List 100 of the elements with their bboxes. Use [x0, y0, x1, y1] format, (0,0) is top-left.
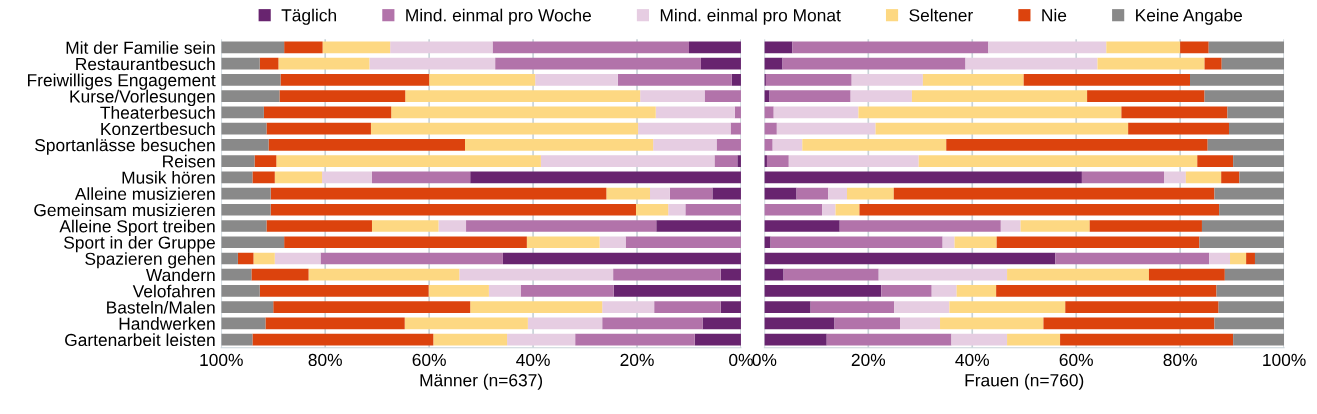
bar — [900, 317, 941, 330]
bar — [1128, 122, 1229, 135]
bar — [822, 203, 836, 216]
bar — [617, 74, 732, 86]
bar — [1060, 333, 1234, 346]
bar — [276, 155, 541, 167]
bar — [221, 301, 274, 314]
bar — [625, 236, 741, 249]
bar — [792, 41, 989, 54]
bar — [834, 317, 900, 330]
x-tick-label: 20% — [851, 353, 886, 367]
bar — [1230, 252, 1247, 265]
bar — [922, 74, 1024, 86]
bar — [702, 317, 741, 330]
bar — [599, 236, 626, 249]
bar — [764, 317, 835, 330]
bar — [654, 301, 721, 314]
bar — [764, 122, 777, 135]
bar — [783, 268, 879, 281]
bar — [221, 139, 269, 151]
bar — [881, 285, 932, 297]
bar — [996, 236, 1200, 249]
y-tick-label: Kurse/Vorlesungen — [70, 89, 215, 107]
bar — [470, 301, 603, 314]
bar — [390, 41, 493, 54]
bar — [526, 236, 600, 249]
bar — [465, 139, 654, 151]
bar — [770, 236, 943, 249]
bar — [788, 155, 919, 167]
bar — [527, 317, 603, 330]
bar — [656, 220, 741, 232]
bar — [1219, 203, 1285, 216]
bar — [1204, 90, 1285, 102]
bar — [405, 90, 641, 102]
bar — [764, 220, 840, 232]
y-tick-label: Velofahren — [132, 284, 215, 298]
bar — [878, 268, 1008, 281]
bar — [668, 203, 686, 216]
bar — [391, 106, 656, 119]
bar — [894, 301, 950, 314]
legend-label: Nie — [1042, 8, 1067, 22]
bar — [429, 74, 536, 86]
bar — [850, 90, 912, 102]
x-tick-label: 40% — [955, 353, 989, 367]
bar — [371, 171, 471, 184]
bar — [284, 41, 323, 54]
x-tick-label: 0% — [752, 353, 777, 367]
bar — [655, 106, 735, 119]
bar — [1197, 155, 1234, 167]
bar — [221, 122, 267, 135]
y-tick-label: Spazieren gehen — [85, 252, 215, 269]
x-tick-label: 100% — [1263, 353, 1306, 367]
bar — [764, 57, 783, 70]
bar — [764, 333, 827, 346]
bar — [575, 333, 695, 346]
y-tick-label: Basteln/Malen — [107, 300, 215, 314]
bar — [1106, 41, 1181, 54]
legend-label: Keine Angabe — [1136, 8, 1243, 25]
y-tick-label: Handwerken — [119, 317, 215, 330]
bar — [714, 155, 738, 167]
bar — [851, 74, 923, 86]
bar — [273, 301, 471, 314]
bar — [810, 301, 895, 314]
bar — [221, 252, 238, 265]
bar — [322, 171, 372, 184]
bar — [1180, 41, 1209, 54]
bar — [769, 90, 851, 102]
bar — [940, 317, 1044, 330]
bar — [1216, 285, 1285, 297]
bar — [308, 268, 460, 281]
bar — [764, 301, 811, 314]
bar — [371, 220, 439, 232]
bar — [1065, 301, 1219, 314]
bar — [221, 317, 266, 330]
bar — [221, 220, 267, 232]
bar — [259, 57, 279, 70]
bar — [685, 203, 741, 216]
bar — [221, 41, 285, 54]
y-tick-label: Alleine musizieren — [74, 187, 215, 201]
bar — [1201, 220, 1285, 232]
bar — [828, 187, 847, 200]
legend-label: Täglich — [281, 8, 337, 25]
y-tick-label: Gartenarbeit leisten — [65, 333, 215, 347]
bar — [640, 90, 705, 102]
bar — [254, 155, 277, 167]
bar — [773, 106, 859, 119]
bar — [606, 187, 651, 200]
x-tick-label: 0% — [729, 353, 753, 367]
bar — [1023, 74, 1191, 86]
bar — [1228, 122, 1285, 135]
bar — [766, 155, 789, 167]
y-tick-label: Wandern — [145, 268, 215, 282]
legend-label: Mind. einmal pro Woche — [406, 8, 591, 25]
bar — [1218, 301, 1285, 314]
bar — [602, 301, 655, 314]
bar — [520, 285, 614, 297]
bar — [1185, 171, 1222, 184]
bar — [764, 41, 793, 54]
bar — [796, 187, 829, 200]
bar — [221, 333, 253, 346]
